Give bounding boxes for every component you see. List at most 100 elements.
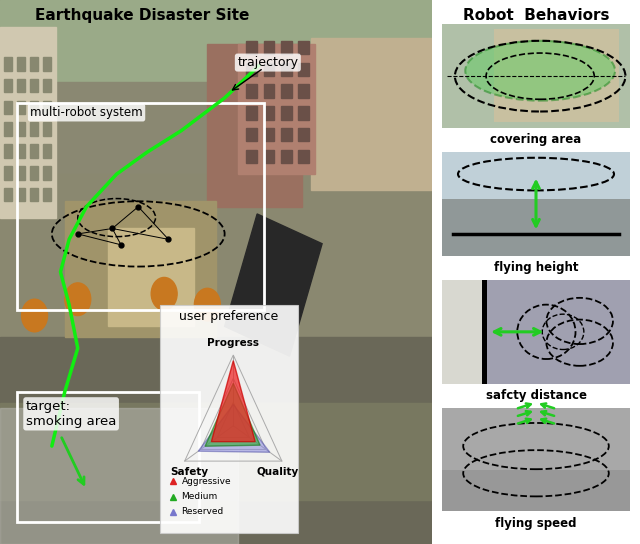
Bar [298, 63, 309, 76]
Polygon shape [205, 384, 260, 446]
Bar [246, 106, 257, 120]
Bar [17, 392, 198, 522]
Bar [43, 79, 51, 92]
Bar [442, 408, 630, 511]
Bar [442, 24, 630, 128]
Bar [281, 84, 292, 98]
Ellipse shape [151, 277, 177, 310]
Bar [482, 280, 487, 384]
Bar [237, 44, 316, 174]
Bar [30, 122, 38, 136]
Bar [43, 188, 51, 201]
Bar [281, 41, 292, 54]
Bar [0, 337, 432, 544]
Bar [0, 403, 432, 500]
Bar [4, 188, 12, 201]
Text: Medium: Medium [182, 492, 218, 501]
Bar [264, 41, 275, 54]
Bar [17, 79, 25, 92]
Ellipse shape [22, 299, 47, 332]
Bar [0, 27, 56, 218]
Ellipse shape [65, 283, 91, 316]
Bar [0, 27, 56, 218]
Bar [281, 150, 292, 163]
Bar [442, 280, 630, 384]
Bar [30, 144, 38, 158]
Bar [264, 106, 275, 120]
Bar [246, 41, 257, 54]
Bar [17, 103, 264, 310]
Text: multi-robot system: multi-robot system [30, 106, 143, 119]
Text: covering area: covering area [490, 133, 582, 146]
Text: Reserved: Reserved [182, 508, 224, 516]
Bar [30, 57, 38, 71]
Bar [108, 228, 195, 326]
Bar [281, 106, 292, 120]
Bar [4, 79, 12, 92]
Bar [442, 470, 630, 511]
Bar [43, 144, 51, 158]
Text: target:
smoking area: target: smoking area [26, 400, 116, 428]
Text: flying speed: flying speed [495, 517, 577, 530]
Bar [264, 150, 275, 163]
Ellipse shape [195, 288, 220, 321]
Bar [43, 101, 51, 114]
Bar [246, 84, 257, 98]
Bar [207, 44, 302, 207]
Bar [246, 128, 257, 141]
Bar [442, 152, 630, 199]
Bar [442, 199, 630, 256]
Bar [0, 0, 432, 82]
Bar [0, 174, 432, 354]
Text: Aggressive: Aggressive [182, 477, 231, 486]
Bar [264, 63, 275, 76]
Bar [281, 63, 292, 76]
Bar [442, 408, 630, 511]
Bar [30, 79, 38, 92]
Bar [0, 408, 237, 544]
Polygon shape [211, 361, 255, 442]
Bar [246, 63, 257, 76]
FancyBboxPatch shape [160, 305, 298, 533]
Bar [17, 188, 25, 201]
Bar [442, 280, 630, 384]
Bar [4, 166, 12, 180]
Bar [225, 214, 322, 356]
Text: Robot  Behaviors: Robot Behaviors [463, 8, 609, 23]
Text: Safety: Safety [170, 467, 208, 477]
Bar [298, 106, 309, 120]
Bar [43, 57, 51, 71]
Bar [442, 152, 630, 256]
Bar [442, 280, 484, 384]
Text: safcty distance: safcty distance [486, 389, 586, 402]
Bar [494, 29, 619, 122]
Bar [442, 24, 630, 128]
Bar [4, 122, 12, 136]
Bar [281, 128, 292, 141]
Bar [264, 84, 275, 98]
Text: trajectory: trajectory [237, 56, 298, 69]
Text: Earthquake Disaster Site: Earthquake Disaster Site [35, 8, 250, 23]
Bar [4, 101, 12, 114]
Bar [298, 150, 309, 163]
Bar [17, 122, 25, 136]
Bar [4, 144, 12, 158]
Bar [30, 101, 38, 114]
Polygon shape [198, 405, 269, 452]
Bar [0, 82, 432, 174]
Bar [298, 128, 309, 141]
Bar [311, 38, 432, 190]
Bar [17, 101, 25, 114]
Bar [17, 57, 25, 71]
Bar [264, 128, 275, 141]
Bar [43, 122, 51, 136]
Bar [298, 41, 309, 54]
Bar [30, 188, 38, 201]
Bar [30, 166, 38, 180]
Bar [442, 152, 630, 256]
Text: flying height: flying height [493, 261, 579, 274]
Text: user preference: user preference [179, 310, 278, 323]
Bar [4, 57, 12, 71]
Bar [17, 166, 25, 180]
Ellipse shape [246, 256, 272, 288]
